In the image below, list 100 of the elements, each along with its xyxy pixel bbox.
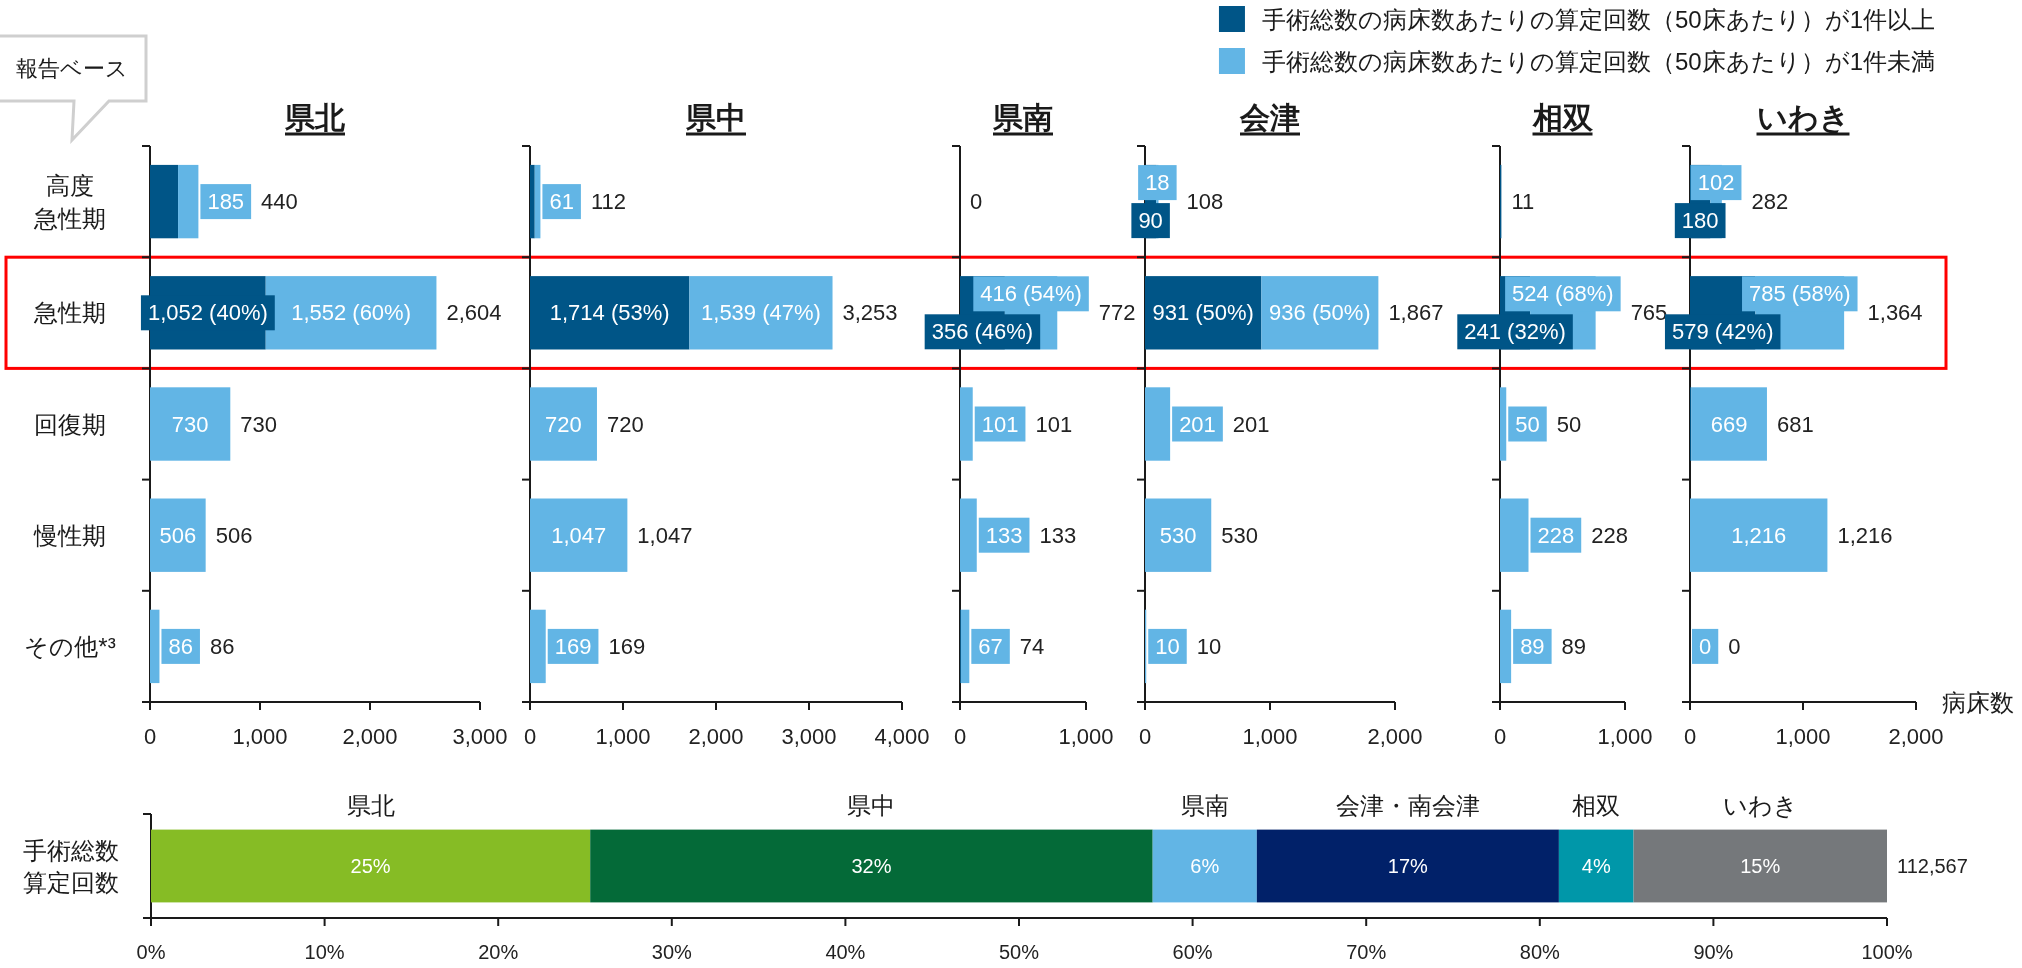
total-label: 108	[1186, 189, 1224, 215]
data-label: 61	[549, 189, 574, 215]
total-label: 1,867	[1388, 300, 1444, 326]
data-label: 730	[171, 411, 209, 437]
x-tick-label: 2,000	[1367, 723, 1423, 749]
total-label: 112	[590, 189, 626, 215]
x-tick-label: 3,000	[781, 723, 837, 749]
data-label: 416 (54%)	[980, 281, 1082, 307]
x-tick-label: 10%	[304, 941, 345, 963]
x-tick-label: 90%	[1693, 941, 1734, 963]
data-label: 936 (50%)	[1269, 300, 1371, 326]
data-label: 101	[1035, 411, 1073, 437]
chart-title: 県北	[284, 100, 346, 134]
total-label: 530	[1221, 522, 1258, 548]
x-tick-label: 4,000	[874, 723, 930, 749]
legend-label: 手術総数の病床数あたりの算定回数（50床あたり）が1件以上	[1261, 5, 1935, 33]
x-tick-label: 60%	[1172, 941, 1213, 963]
data-label: 1,216	[1731, 522, 1787, 548]
y-tick-label: その他*³	[24, 632, 116, 660]
series-label: 相双	[1572, 792, 1621, 820]
data-label: 133	[1039, 522, 1077, 548]
chart-title: 相双	[1531, 100, 1594, 134]
data-label: 241 (32%)	[1464, 319, 1566, 345]
data-label: 228	[1591, 522, 1628, 548]
x-tick-label: 1,000	[595, 723, 651, 749]
data-label: 931 (50%)	[1152, 300, 1254, 326]
total-label: 74	[1019, 633, 1045, 659]
data-label: 530	[1159, 522, 1197, 548]
data-label: 1,552 (60%)	[291, 300, 412, 326]
x-tick-label: 20%	[478, 941, 519, 963]
total-label: 2,604	[446, 300, 502, 326]
x-tick-label: 0%	[136, 941, 166, 963]
annotation: 112,567	[1897, 855, 1968, 877]
total-label: 169	[554, 633, 592, 659]
data-label: 1,714 (53%)	[549, 300, 670, 326]
total-label: 3,253	[842, 300, 898, 326]
x-tick-label: 1,000	[1242, 723, 1298, 749]
total-label: 681	[1776, 411, 1814, 437]
data-label: 506	[159, 522, 197, 548]
chart-title: 県中	[685, 100, 746, 134]
legend-label: 手術総数の病床数あたりの算定回数（50床あたり）が1件未満	[1261, 47, 1935, 75]
series-label: 県北	[346, 792, 395, 820]
y-tick-label: 手術総数算定回数	[23, 836, 119, 896]
total-label: 11	[1511, 189, 1535, 215]
data-label: 1,539 (47%)	[701, 300, 821, 326]
x-axis-title: 病床数	[1942, 688, 2014, 716]
total-label: 1,216	[1837, 522, 1893, 548]
total-label: 0	[970, 189, 983, 215]
total-label: 86	[168, 633, 193, 659]
chart-title: いわき	[1756, 100, 1850, 134]
x-tick-label: 0	[1493, 723, 1507, 749]
y-tick-label: 急性期	[33, 299, 106, 327]
total-label: 101	[981, 411, 1019, 437]
total-label: 730	[240, 411, 278, 437]
series-label: いわき	[1722, 792, 1798, 820]
y-tick-label: 高度 急性期	[33, 171, 106, 232]
total-label: 50	[1515, 411, 1540, 437]
total-label: 765	[1630, 300, 1668, 326]
x-tick-label: 1,000	[1775, 723, 1831, 749]
data-label: 356 (46%)	[931, 319, 1034, 345]
total-label: 89	[1520, 633, 1545, 659]
data-label: 785 (58%)	[1749, 281, 1851, 307]
x-tick-label: 0	[143, 723, 157, 749]
x-tick-label: 50%	[998, 941, 1040, 963]
total-label: 1,364	[1867, 300, 1923, 326]
x-tick-label: 0	[1138, 723, 1152, 749]
total-label: 282	[1751, 189, 1789, 215]
data-label: 4%	[1581, 855, 1611, 877]
x-tick-label: 1,000	[232, 723, 288, 749]
y-tick-label: 慢性期	[33, 521, 106, 549]
data-label: 669	[1710, 411, 1748, 437]
data-label: 0	[1728, 633, 1741, 659]
data-label: 169	[608, 633, 646, 659]
data-label: 185	[207, 189, 245, 215]
data-label: 1,047	[551, 522, 607, 548]
y-tick-label: 回復期	[34, 410, 106, 438]
data-label: 1,052 (40%)	[147, 300, 268, 326]
total-label: 228	[1537, 522, 1575, 548]
data-label: 201	[1232, 411, 1270, 437]
x-tick-label: 30%	[651, 941, 693, 963]
data-label: 89	[1561, 633, 1587, 659]
x-tick-label: 40%	[825, 941, 866, 963]
x-tick-label: 1,000	[1058, 723, 1114, 749]
total-label: 0	[1699, 633, 1712, 659]
total-label: 720	[606, 411, 644, 437]
x-tick-label: 0	[523, 723, 537, 749]
data-label: 86	[209, 633, 235, 659]
x-tick-label: 100%	[1861, 941, 1913, 963]
data-label: 50	[1556, 411, 1582, 437]
total-label: 506	[215, 522, 253, 548]
chart-title: 会津	[1239, 100, 1300, 134]
x-tick-label: 2,000	[688, 723, 744, 749]
x-tick-label: 2,000	[1888, 723, 1944, 749]
chart-title: 県南	[992, 100, 1053, 134]
data-label: 67	[978, 633, 1003, 659]
data-label: 6%	[1190, 855, 1220, 877]
data-label: 32%	[851, 855, 892, 877]
x-tick-label: 0	[953, 723, 967, 749]
text: 報告ベース	[16, 55, 128, 81]
x-tick-label: 3,000	[452, 723, 508, 749]
